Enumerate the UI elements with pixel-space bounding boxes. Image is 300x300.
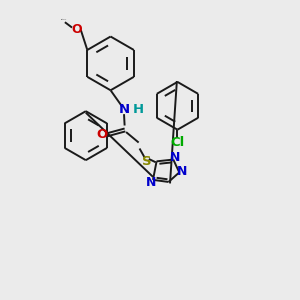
Text: O: O	[71, 22, 82, 36]
Text: N: N	[177, 165, 188, 178]
Text: N: N	[169, 151, 180, 164]
Text: Cl: Cl	[170, 136, 184, 149]
Text: methoxy: methoxy	[61, 19, 68, 20]
Text: S: S	[142, 155, 151, 168]
Text: O: O	[97, 128, 108, 141]
Text: N: N	[146, 176, 157, 189]
Text: N: N	[119, 103, 130, 116]
Text: H: H	[133, 103, 144, 116]
